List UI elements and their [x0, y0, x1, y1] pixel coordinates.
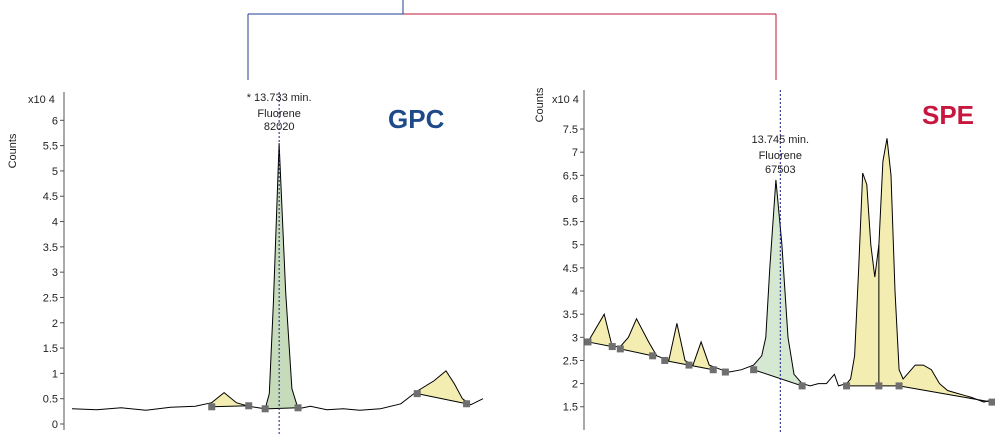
y-tick-label: 2.5 [563, 355, 578, 367]
integration-point-marker [896, 382, 903, 389]
integration-point-marker [295, 404, 302, 411]
integration-point-marker [875, 382, 882, 389]
y-tick-label: 1.5 [43, 343, 58, 355]
gpc-chart-title: GPC [388, 104, 445, 134]
integration-point-marker [414, 390, 421, 397]
y-tick-label: 5.5 [563, 217, 578, 229]
integration-point-marker [609, 343, 616, 350]
integration-point-marker [617, 345, 624, 352]
y-tick-label: 6 [52, 115, 58, 127]
y-tick-label: 1.5 [563, 402, 578, 414]
connector-bracket [248, 0, 776, 88]
integration-point-marker [661, 357, 668, 364]
integration-point-marker [843, 382, 850, 389]
y-tick-label: 6.5 [563, 170, 578, 182]
y-tick-label: 2.5 [43, 292, 58, 304]
integration-point-marker [686, 362, 693, 369]
spe-peak-annotation-time: 13.745 min. [752, 134, 809, 146]
y-tick-label: 1 [52, 368, 58, 380]
integration-point-marker [208, 403, 215, 410]
y-tick-label: 6 [572, 193, 578, 205]
gpc-peak-annotation-area: 82020 [264, 121, 295, 133]
y-tick-label: 3.5 [563, 309, 578, 321]
y-tick-label: 3 [572, 332, 578, 344]
y-tick-label: 2 [572, 379, 578, 391]
spe-chart-title: SPE [922, 100, 974, 130]
integration-point-marker [799, 382, 806, 389]
y-tick-label: 4 [52, 217, 58, 229]
spe-chart: 1.5 2 2.5 3 3.5 4 4.5 5 5.5 6 6.5 7 7.5 Counts x10 4… [522, 80, 995, 434]
integration-point-marker [989, 399, 995, 406]
spe-peak-annotation-area: 67503 [765, 164, 796, 176]
y-tick-label: 7 [572, 147, 578, 159]
integration-point-marker [649, 352, 656, 359]
y-tick-label: 5.5 [43, 141, 58, 153]
y-tick-label: 5 [572, 240, 578, 252]
y-tick-label: 0 [52, 419, 58, 431]
y-tick-label: 3.5 [43, 242, 58, 254]
y-tick-label: 5 [52, 166, 58, 178]
spe-y-axis-label: Counts [534, 87, 546, 122]
spe-peak-annotation-compound: Fluorene [759, 150, 802, 162]
gpc-peak-annotation-time: * 13.733 min. [247, 92, 312, 104]
integration-point-marker [262, 405, 269, 412]
integration-point-marker [722, 369, 729, 376]
integration-point-marker [750, 366, 757, 373]
gpc-y-axis-label: Counts [7, 133, 19, 168]
spe-y-multiplier: x10 4 [552, 94, 579, 106]
integration-point-marker [710, 366, 717, 373]
gpc-chart: 0 0.5 1 1.5 2 2.5 3 3.5 4 4.5 5 5.5 6 Counts x10 4 *… [0, 80, 485, 434]
gpc-peak-annotation-compound: Fluorene [257, 108, 300, 120]
integration-point-marker [245, 402, 252, 409]
y-tick-label: 7.5 [563, 124, 578, 136]
y-tick-label: 3 [52, 267, 58, 279]
integration-point-marker [585, 338, 592, 345]
y-tick-label: 4.5 [43, 191, 58, 203]
y-tick-label: 4.5 [563, 263, 578, 275]
integration-point-marker [463, 400, 470, 407]
gpc-y-multiplier: x10 4 [28, 94, 55, 106]
y-tick-label: 4 [572, 286, 578, 298]
y-tick-label: 0.5 [43, 394, 58, 406]
y-tick-label: 2 [52, 318, 58, 330]
